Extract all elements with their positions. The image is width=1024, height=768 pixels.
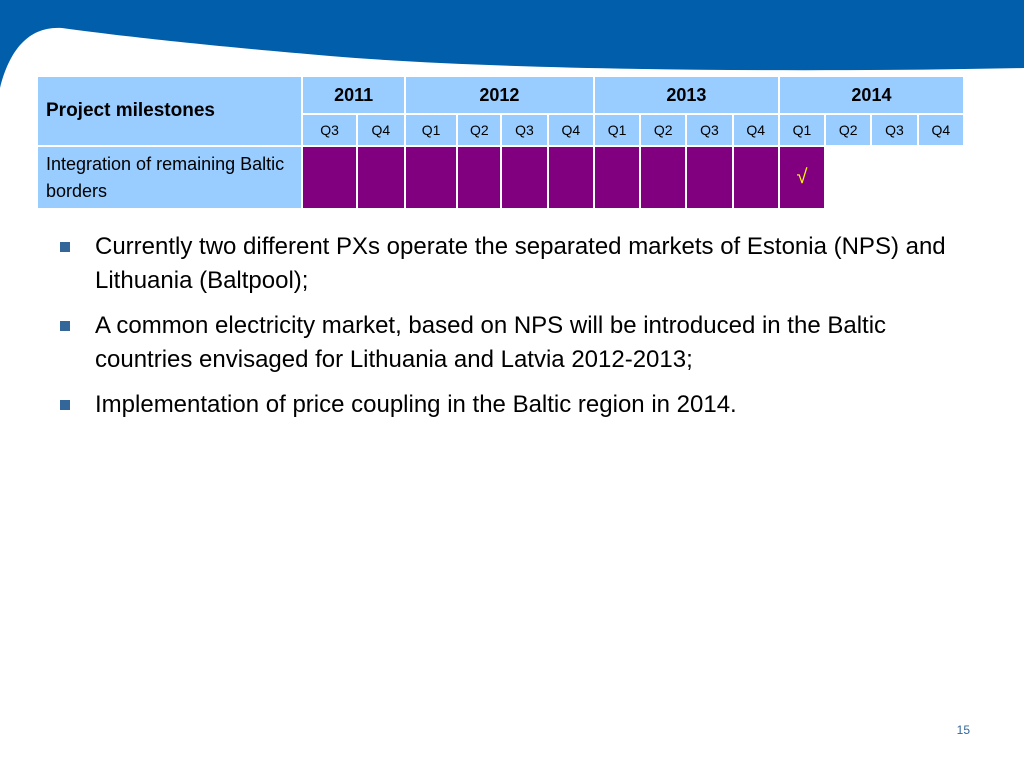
year-header-2012: 2012 bbox=[403, 75, 595, 115]
timeline-cell-empty bbox=[824, 145, 873, 210]
timeline-cell-empty bbox=[870, 145, 919, 210]
timeline-cell-active bbox=[355, 145, 406, 210]
quarter-header-row: Q3 Q4 Q1 Q2 Q3 Q4 Q1 Q2 Q3 Q4 Q1 Q2 Q3 Q4 bbox=[37, 113, 966, 147]
bullet-text: Implementation of price coupling in the … bbox=[95, 391, 737, 418]
quarter-header: Q3 bbox=[500, 113, 549, 147]
timeline-cell-active bbox=[301, 145, 358, 210]
year-header-row: Project milestones 2011 2012 2013 2014 bbox=[35, 75, 966, 147]
quarter-header: Q2 bbox=[639, 113, 688, 147]
list-item: Implementation of price coupling in the … bbox=[58, 388, 958, 422]
timeline-cell-active bbox=[731, 145, 780, 210]
quarter-header: Q4 bbox=[916, 113, 966, 147]
year-header-2014: 2014 bbox=[777, 75, 966, 115]
square-bullet-icon bbox=[60, 242, 70, 252]
quarter-header: Q3 bbox=[870, 113, 919, 147]
timeline-cell-empty bbox=[916, 145, 966, 210]
timeline-cell-active bbox=[592, 145, 642, 210]
square-bullet-icon bbox=[60, 321, 70, 331]
quarter-header: Q1 bbox=[777, 113, 827, 147]
quarter-header: Q4 bbox=[546, 113, 595, 147]
timeline-cell-active bbox=[685, 145, 734, 210]
bullet-text: Currently two different PXs operate the … bbox=[95, 233, 946, 294]
quarter-header: Q2 bbox=[456, 113, 503, 147]
quarter-header: Q2 bbox=[824, 113, 873, 147]
timeline-cell-active bbox=[500, 145, 549, 210]
timeline-cell-active bbox=[639, 145, 688, 210]
year-header-2011: 2011 bbox=[301, 75, 406, 115]
table-row: Integration of remaining Baltic borders … bbox=[35, 145, 966, 210]
quarter-header: Q3 bbox=[301, 113, 358, 147]
year-header-2013: 2013 bbox=[592, 75, 780, 115]
list-item: A common electricity market, based on NP… bbox=[58, 309, 958, 377]
quarter-header: Q4 bbox=[731, 113, 780, 147]
quarter-header: Q1 bbox=[592, 113, 642, 147]
timeline-cell-checkmark: √ bbox=[777, 145, 827, 210]
table-header-label: Project milestones bbox=[35, 75, 304, 147]
header-banner bbox=[0, 0, 1024, 88]
square-bullet-icon bbox=[60, 400, 70, 410]
page-number: 15 bbox=[956, 723, 970, 737]
list-item: Currently two different PXs operate the … bbox=[58, 230, 958, 298]
quarter-header: Q1 bbox=[403, 113, 459, 147]
bullet-text: A common electricity market, based on NP… bbox=[95, 312, 887, 373]
row-label: Integration of remaining Baltic borders bbox=[35, 145, 304, 210]
quarter-header: Q3 bbox=[685, 113, 734, 147]
timeline-cell-active bbox=[403, 145, 459, 210]
quarter-header: Q4 bbox=[355, 113, 406, 147]
timeline-cell-active bbox=[456, 145, 503, 210]
bullet-list: Currently two different PXs operate the … bbox=[58, 230, 958, 433]
timeline-cell-active bbox=[546, 145, 595, 210]
milestones-table: Project milestones 2011 2012 2013 2014 Q3 Q4… bbox=[35, 75, 966, 210]
